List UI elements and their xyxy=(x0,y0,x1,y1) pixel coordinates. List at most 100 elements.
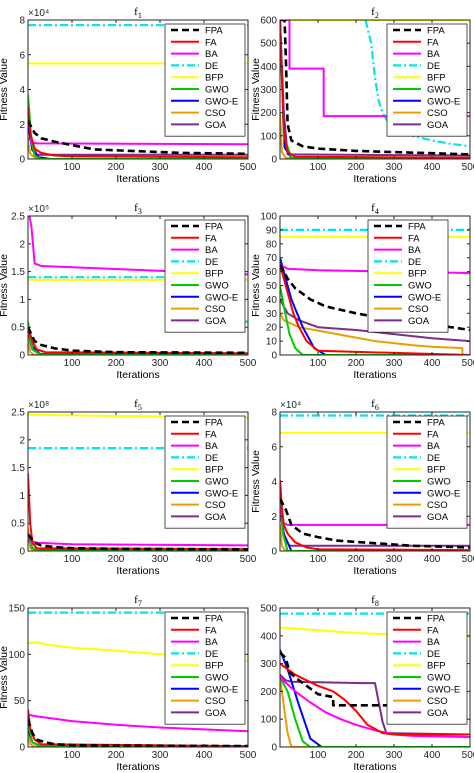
legend-label: FA xyxy=(427,429,439,440)
y-axis-label: Fitness Value xyxy=(250,254,262,317)
y-tick-label: 90 xyxy=(266,225,278,236)
legend-label: GWO-E xyxy=(205,292,238,303)
legend-label: GOA xyxy=(408,316,430,327)
x-tick-label: 100 xyxy=(64,358,81,369)
x-tick-label: 400 xyxy=(424,750,441,761)
chart-title: f3 xyxy=(134,202,142,216)
legend-label: GWO xyxy=(408,281,432,292)
x-tick-label: 500 xyxy=(240,162,257,173)
legend-label: FA xyxy=(205,625,217,636)
series-line-fpa xyxy=(280,651,470,707)
x-tick-label: 500 xyxy=(462,358,474,369)
chart-title: f5 xyxy=(134,398,142,412)
x-axis-label: Iterations xyxy=(116,761,159,773)
series-line-gwo xyxy=(280,677,470,747)
legend-label: CSO xyxy=(408,304,429,315)
y-tick-label: 1.5 xyxy=(11,267,25,278)
x-tick-label: 200 xyxy=(348,750,365,761)
x-tick-label: 100 xyxy=(310,750,327,761)
x-tick-label: 400 xyxy=(196,358,213,369)
y-tick-label: 8 xyxy=(19,16,25,27)
legend-label: CSO xyxy=(205,696,226,707)
legend-label: GWO xyxy=(205,281,229,292)
legend-label: FPA xyxy=(408,222,426,233)
y-axis-label: Fitness Value xyxy=(0,58,10,121)
y-tick-label: 6 xyxy=(271,442,277,453)
legend-label: GWO xyxy=(427,673,451,684)
chart-panel-f5: 100 200 300 400 500 0 0.5 1 1.5 2 2.5×10⁸ f5 Iterati… xyxy=(11,398,257,577)
y-tick-label: 1 xyxy=(19,491,25,502)
chart-title: f2 xyxy=(371,6,379,20)
x-tick-label: 300 xyxy=(386,358,403,369)
x-tick-label: 300 xyxy=(152,162,169,173)
x-axis-label: Iterations xyxy=(116,565,159,577)
y-tick-label: 2.5 xyxy=(11,212,25,223)
legend-label: BA xyxy=(205,441,218,452)
legend-label: FA xyxy=(427,37,439,48)
y-axis-label: Fitness Value xyxy=(250,450,262,513)
legend-label: GWO xyxy=(205,85,229,96)
axes-box xyxy=(27,215,249,356)
x-axis-label: Iterations xyxy=(353,173,396,185)
legend-label: DE xyxy=(205,649,218,660)
y-tick-label: 300 xyxy=(260,85,277,96)
y-axis-label: Fitness Value xyxy=(250,58,262,121)
series-line-goa xyxy=(28,332,248,355)
legend-label: FA xyxy=(205,37,217,48)
legend-label: DE xyxy=(408,257,421,268)
x-tick-label: 300 xyxy=(386,750,403,761)
legend-label: CSO xyxy=(427,108,448,119)
series-line-fa xyxy=(280,479,470,551)
chart-panel-f2: 100 200 300 400 500 0 100 200 300 400 500 600 f2 Iter… xyxy=(250,6,474,185)
y-tick-label: 200 xyxy=(260,108,277,119)
legend-label: CSO xyxy=(427,696,448,707)
y-tick-label: 4 xyxy=(19,85,25,96)
legend-label: GWO xyxy=(205,477,229,488)
y-tick-label: 0 xyxy=(19,743,25,754)
legend-label: FPA xyxy=(205,222,223,233)
x-tick-label: 100 xyxy=(64,554,81,565)
series-line-ba xyxy=(280,20,470,118)
series-line-de xyxy=(28,276,248,323)
series-line-ba xyxy=(280,676,470,738)
y-tick-label: 400 xyxy=(260,631,277,642)
legend-label: BFP xyxy=(205,661,223,672)
legend-label: GWO xyxy=(427,85,451,96)
y-axis-exponent: ×10⁴ xyxy=(280,400,301,411)
legend-label: GWO-E xyxy=(408,292,441,303)
legend-label: FPA xyxy=(427,418,445,429)
series-line-fa xyxy=(280,20,470,159)
x-tick-label: 300 xyxy=(386,554,403,565)
y-tick-label: 50 xyxy=(14,696,26,707)
legend-label: GWO-E xyxy=(205,488,238,499)
chart-panel-f3: 100 200 300 400 500 0 0.5 1 1.5 2 2.5×10⁵ f3 Iterati… xyxy=(0,202,257,381)
y-axis-label: Fitness Value xyxy=(0,646,10,709)
chart-title: f8 xyxy=(371,594,379,608)
y-tick-label: 80 xyxy=(266,239,278,250)
y-tick-label: 2 xyxy=(19,435,25,446)
series-line-gwo-e xyxy=(280,649,470,747)
chart-title: f7 xyxy=(134,594,142,608)
series-line-ba xyxy=(28,538,248,547)
y-axis-exponent: ×10⁴ xyxy=(28,8,49,19)
x-tick-label: 300 xyxy=(152,358,169,369)
legend-label: FA xyxy=(427,625,439,636)
y-tick-label: 300 xyxy=(260,659,277,670)
x-tick-label: 200 xyxy=(108,750,125,761)
legend-label: BA xyxy=(205,49,218,60)
legend-label: GWO xyxy=(205,673,229,684)
chart-title: f1 xyxy=(134,6,142,20)
x-axis-label: Iterations xyxy=(116,173,159,185)
legend-label: GOA xyxy=(205,512,227,523)
series-line-cso xyxy=(280,312,470,355)
series-line-gwo xyxy=(280,285,470,355)
legend-label: FPA xyxy=(427,26,445,37)
y-tick-label: 2 xyxy=(19,120,25,131)
x-tick-label: 400 xyxy=(424,358,441,369)
legend-label: GWO-E xyxy=(427,684,460,695)
